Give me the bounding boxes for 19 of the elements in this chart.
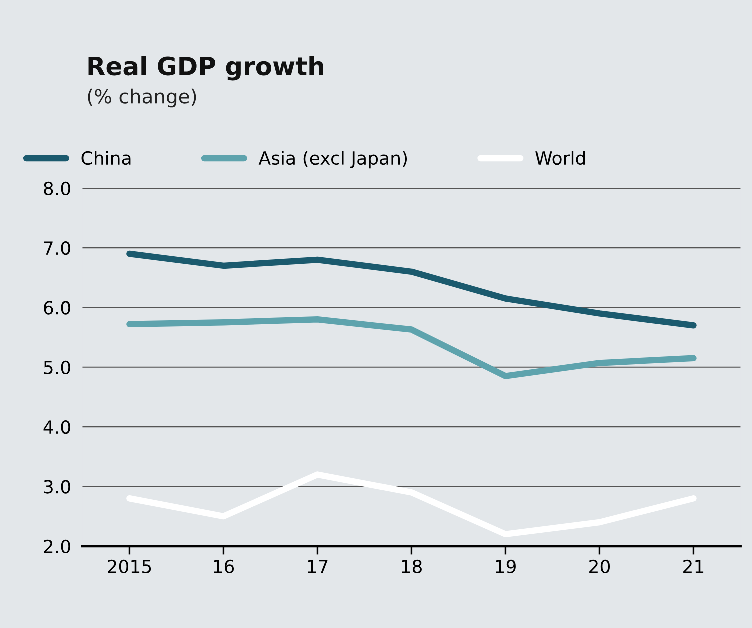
y-tick-label: 6.0 xyxy=(44,301,70,315)
y-tick-label: 5.0 xyxy=(44,360,70,374)
x-tick-label: 20 xyxy=(590,560,610,574)
y-tick-label: 4.0 xyxy=(44,420,70,434)
x-tick-label: 17 xyxy=(308,560,328,574)
x-tick-label: 16 xyxy=(214,560,234,574)
legend-label: Asia (excl Japan) xyxy=(258,151,408,169)
y-tick-label: 7.0 xyxy=(44,242,70,256)
y-tick-label: 2.0 xyxy=(44,540,70,554)
x-tick-label: 2015 xyxy=(108,560,152,574)
x-tick-label: 21 xyxy=(684,560,704,574)
y-tick-label: 3.0 xyxy=(44,480,70,494)
legend-label: China xyxy=(82,151,131,166)
chart-subtitle: (% change) xyxy=(88,88,196,108)
legend-label: World xyxy=(536,151,586,166)
x-tick-label: 19 xyxy=(496,560,516,574)
y-tick-label: 8.0 xyxy=(44,182,70,196)
x-tick-label: 18 xyxy=(402,560,422,574)
chart-title: Real GDP growth xyxy=(88,56,324,81)
